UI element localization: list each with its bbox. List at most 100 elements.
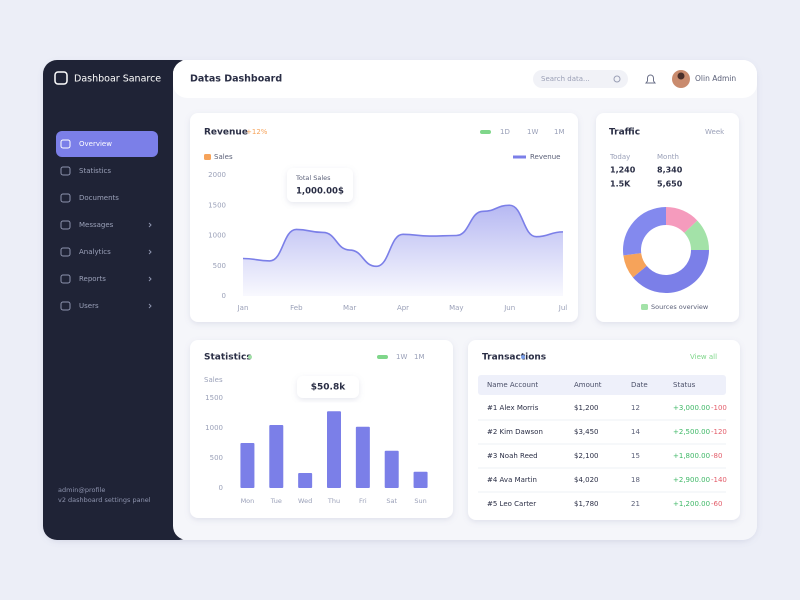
cell-amount: $1,780 (574, 500, 599, 508)
nav-chevron (148, 249, 152, 255)
bar (327, 411, 341, 488)
x-tick-label: Jun (503, 304, 515, 312)
y-tick-label: 1000 (205, 424, 223, 432)
bar (355, 426, 370, 488)
period[interactable]: Week (705, 128, 725, 136)
badge: +12% (246, 128, 268, 136)
tab-indicator (480, 130, 491, 134)
y-tick-label: 0 (219, 484, 223, 492)
x-tick-label: Sat (386, 497, 397, 505)
nav-item[interactable]: Analytics (79, 248, 111, 256)
legend-swatch (204, 154, 211, 160)
nav-icon (60, 274, 71, 284)
footer-text: v2 dashboard settings panel (58, 496, 151, 504)
cell-amount: $2,100 (574, 452, 599, 460)
header-bar (173, 60, 757, 98)
bar (240, 443, 255, 488)
cell-amount: $4,020 (574, 476, 599, 484)
cell-gain: +1,800.00 (673, 452, 710, 460)
bell-icon[interactable] (645, 74, 656, 84)
tab[interactable]: 1W (396, 353, 407, 361)
title-dot (248, 355, 252, 359)
user-name: Olin Admin (695, 74, 736, 83)
stat-label: Today (609, 153, 630, 161)
cell-loss: -140 (711, 476, 727, 484)
stat-value: 8,340 (657, 166, 683, 175)
page-title: Datas Dashboard (190, 74, 282, 85)
tab[interactable]: 1D (500, 128, 510, 136)
search-placeholder: Search data... (541, 75, 590, 83)
cell-name: #2 Kim Dawson (487, 428, 543, 436)
cell-date: 12 (631, 404, 640, 412)
cell-gain: +2,900.00 (673, 476, 710, 484)
nav-icon (60, 247, 71, 257)
column-header: Name Account (487, 381, 538, 389)
x-tick-label: Tue (270, 497, 282, 505)
x-tick-label: Apr (397, 304, 409, 312)
cell-loss: -100 (711, 404, 727, 412)
nav-icon (60, 166, 71, 176)
donut-segment (632, 250, 709, 294)
stat-value: 5,650 (657, 180, 683, 189)
cell-date: 18 (631, 476, 640, 484)
stat-value: 1.5K (610, 180, 631, 189)
card-title: Statistics (204, 353, 252, 363)
nav-icon (60, 301, 71, 311)
nav-item[interactable]: Messages (79, 221, 114, 229)
cell-gain: +2,500.00 (673, 428, 710, 436)
search-box[interactable] (533, 70, 628, 88)
stat-label: Month (657, 153, 679, 161)
subtitle: Sales (214, 153, 233, 161)
legend-swatch (641, 304, 648, 310)
x-tick-label: Jan (237, 304, 249, 312)
nav-item[interactable]: Overview (79, 140, 112, 148)
sidebar (43, 60, 193, 540)
subtitle: Sales (204, 376, 223, 384)
donut-segment (684, 220, 709, 250)
y-tick-label: 1000 (208, 232, 226, 240)
nav-icon (60, 220, 71, 230)
nav-item[interactable]: Statistics (79, 167, 111, 175)
nav-item[interactable]: Users (79, 302, 99, 310)
column-header: Amount (574, 381, 602, 389)
nav-item[interactable]: Documents (79, 194, 119, 202)
stat-value: 1,240 (610, 166, 636, 175)
nav-icon (60, 139, 71, 149)
cell-name: #1 Alex Morris (487, 404, 539, 412)
nav-active (56, 131, 158, 157)
tab[interactable]: 1W (527, 128, 538, 136)
cell-date: 14 (631, 428, 640, 436)
card-title: Revenue (204, 128, 248, 138)
table-link[interactable]: View all (690, 353, 717, 361)
cell-loss: -120 (711, 428, 727, 436)
table-header-row (478, 375, 726, 395)
brand: Dashboar Sanarce (74, 74, 161, 85)
tab[interactable]: 1M (554, 128, 565, 136)
x-tick-label: Sun (414, 497, 426, 505)
title-dot (521, 355, 525, 359)
legend-label: Revenue (530, 153, 561, 161)
card-title: Traffic (609, 128, 640, 138)
line (242, 204, 564, 268)
y-tick-label: 1500 (205, 394, 223, 402)
avatar-face (677, 72, 685, 80)
bar (298, 473, 313, 488)
y-tick-label: 500 (213, 262, 226, 270)
tooltip-label: Total Sales (295, 174, 331, 182)
nav-chevron (148, 222, 152, 228)
y-tick-label: 1500 (208, 201, 226, 209)
column-header: Status (673, 381, 696, 389)
y-tick-label: 2000 (208, 171, 226, 179)
tab[interactable]: 1M (414, 353, 425, 361)
tooltip (287, 168, 353, 202)
tooltip-value: $50.8k (311, 383, 346, 393)
x-tick-label: Mar (343, 304, 356, 312)
x-tick-label: Wed (298, 497, 312, 505)
nav-item[interactable]: Reports (79, 275, 106, 283)
table-title: Transactions (482, 353, 546, 363)
cell-name: #3 Noah Reed (487, 452, 538, 460)
cell-loss: -60 (711, 500, 722, 508)
donut-segment (666, 207, 698, 233)
cell-gain: +1,200.00 (673, 500, 710, 508)
